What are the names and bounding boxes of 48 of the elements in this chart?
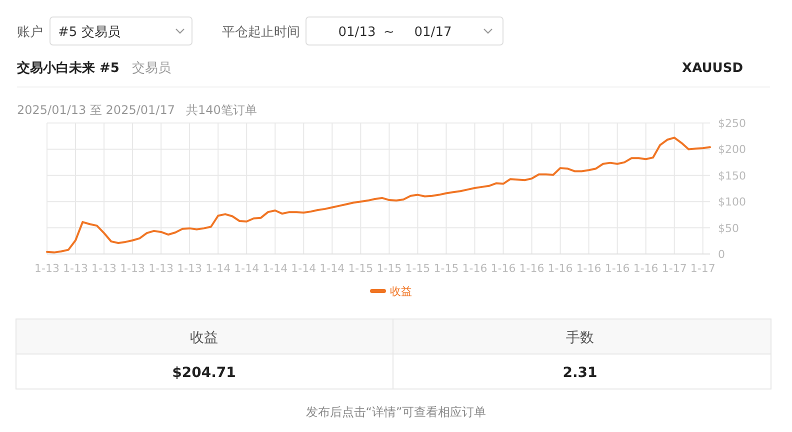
text: ~ (384, 25, 394, 40)
x-tick-label: 1-15 (405, 262, 430, 275)
x-tick-label: 1-14 (262, 262, 288, 275)
text: #5 交易员 (58, 24, 120, 40)
y-tick-label: $100 (718, 196, 746, 209)
text: 01/13 (338, 25, 376, 40)
x-tick-label: 1-14 (206, 262, 231, 275)
x-tick-label: 1-16 (519, 262, 544, 275)
text: 收益 (190, 330, 218, 346)
x-tick-label: 1-14 (234, 262, 260, 275)
y-tick-label: 0 (718, 248, 725, 261)
text: XAUUSD (682, 61, 744, 76)
x-tick-label: 1-17 (662, 262, 687, 275)
x-tick-label: 1-16 (576, 262, 602, 275)
x-tick-label: 1-13 (92, 262, 117, 275)
x-tick-label: 1-13 (120, 262, 146, 275)
chart-title: 2025/01/13 至 2025/01/17 (17, 103, 175, 117)
x-tick-label: 1-16 (490, 262, 516, 275)
text: $204.71 (172, 365, 236, 381)
y-tick-label: $200 (718, 143, 746, 156)
text: 发布后点击“详情”可查看相应订单 (306, 405, 486, 419)
y-tick-label: $50 (718, 222, 739, 235)
text: 账户 (17, 25, 43, 40)
chart-subtitle: 共140笔订单 (186, 103, 257, 117)
x-tick-label: 1-16 (548, 262, 573, 275)
x-tick-label: 1-15 (348, 262, 374, 275)
text: 手数 (566, 330, 594, 346)
text: 平仓起止时间 (222, 25, 300, 40)
text: 01/17 (414, 25, 452, 40)
x-tick-label: 1-13 (34, 262, 60, 275)
x-tick-label: 1-15 (434, 262, 459, 275)
x-tick-label: 1-17 (690, 262, 716, 275)
x-tick-label: 1-13 (63, 262, 88, 275)
x-tick-label: 1-13 (148, 262, 174, 275)
text: 交易小白未来 #5 (16, 60, 120, 76)
x-tick-label: 1-13 (177, 262, 202, 275)
x-tick-label: 1-16 (633, 262, 658, 275)
legend-label: 收益 (390, 285, 412, 298)
y-tick-label: $150 (718, 169, 746, 182)
x-tick-label: 1-15 (376, 262, 402, 275)
y-tick-label: $250 (718, 117, 746, 130)
text: 交易员 (132, 60, 171, 76)
x-tick-label: 1-14 (291, 262, 316, 275)
text: 2.31 (562, 365, 598, 381)
line-series (46, 136, 711, 254)
x-tick-label: 1-14 (320, 262, 345, 275)
x-tick-label: 1-16 (604, 262, 630, 275)
x-tick-label: 1-16 (462, 262, 488, 275)
